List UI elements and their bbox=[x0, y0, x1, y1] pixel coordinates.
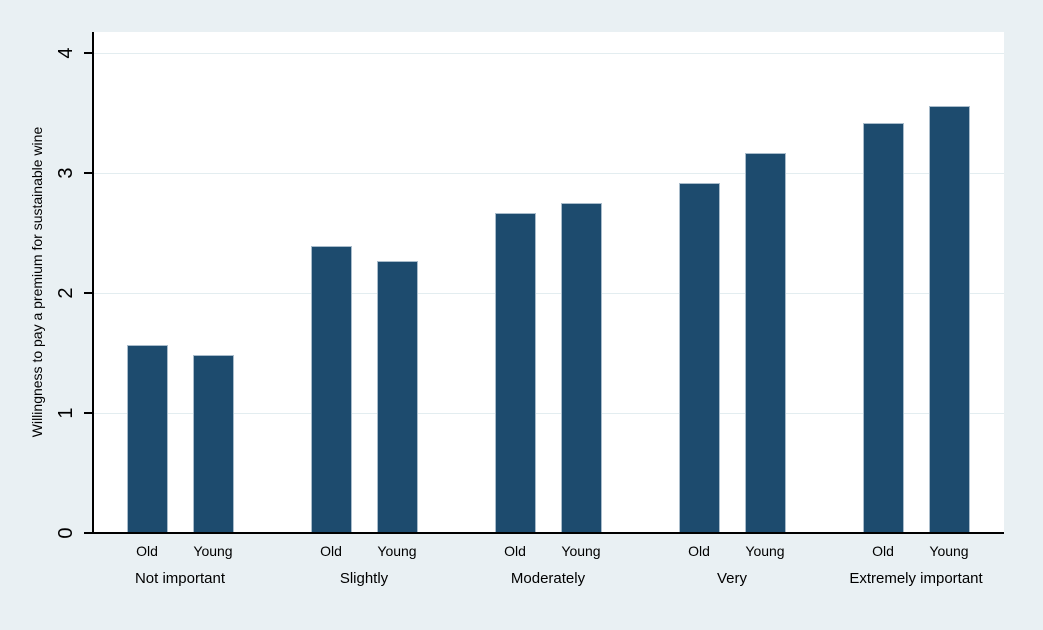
bar-young-3 bbox=[561, 203, 602, 532]
bar-sublabel: Young bbox=[929, 543, 969, 559]
y-tick-mark bbox=[84, 172, 93, 174]
group-label: Slightly bbox=[339, 570, 389, 587]
bar-old-1 bbox=[127, 345, 168, 532]
bar-sublabel: Old bbox=[504, 543, 526, 559]
bar-old-5 bbox=[863, 123, 904, 532]
bar-sublabel: Old bbox=[136, 543, 158, 559]
bar-sublabel: Old bbox=[688, 543, 710, 559]
y-tick-mark bbox=[84, 52, 93, 54]
bar-sublabel: Old bbox=[872, 543, 894, 559]
y-axis-line bbox=[92, 32, 94, 534]
bar-young-4 bbox=[745, 153, 786, 532]
bar-old-3 bbox=[495, 213, 536, 532]
bar-young-1 bbox=[193, 355, 234, 532]
y-tick-label: 1 bbox=[55, 407, 77, 419]
bar-sublabel: Young bbox=[377, 543, 417, 559]
gridline bbox=[93, 293, 1004, 294]
group-label: Moderately bbox=[510, 570, 586, 587]
bar-young-5 bbox=[929, 106, 970, 532]
y-tick-label: 3 bbox=[55, 167, 77, 179]
bar-sublabel: Young bbox=[561, 543, 601, 559]
y-axis-title: Willingness to pay a premium for sustain… bbox=[29, 126, 45, 438]
gridline bbox=[93, 173, 1004, 174]
x-axis-line bbox=[85, 532, 1004, 534]
bar-sublabel: Young bbox=[745, 543, 785, 559]
y-tick-label: 4 bbox=[55, 47, 77, 59]
group-label: Extremely important bbox=[849, 570, 983, 587]
y-tick-label: 0 bbox=[55, 527, 77, 539]
y-tick-mark bbox=[84, 292, 93, 294]
bar-old-2 bbox=[311, 246, 352, 532]
y-tick-mark bbox=[84, 412, 93, 414]
bar-young-2 bbox=[377, 261, 418, 532]
group-label: Very bbox=[716, 570, 747, 587]
bar-sublabel: Young bbox=[193, 543, 233, 559]
bar-sublabel: Old bbox=[320, 543, 342, 559]
plot-area bbox=[93, 32, 1004, 533]
gridline bbox=[93, 413, 1004, 414]
gridline bbox=[93, 53, 1004, 54]
group-label: Not important bbox=[134, 570, 226, 587]
bar-old-4 bbox=[679, 183, 720, 532]
y-tick-mark bbox=[84, 532, 93, 534]
y-tick-label: 2 bbox=[55, 287, 77, 299]
